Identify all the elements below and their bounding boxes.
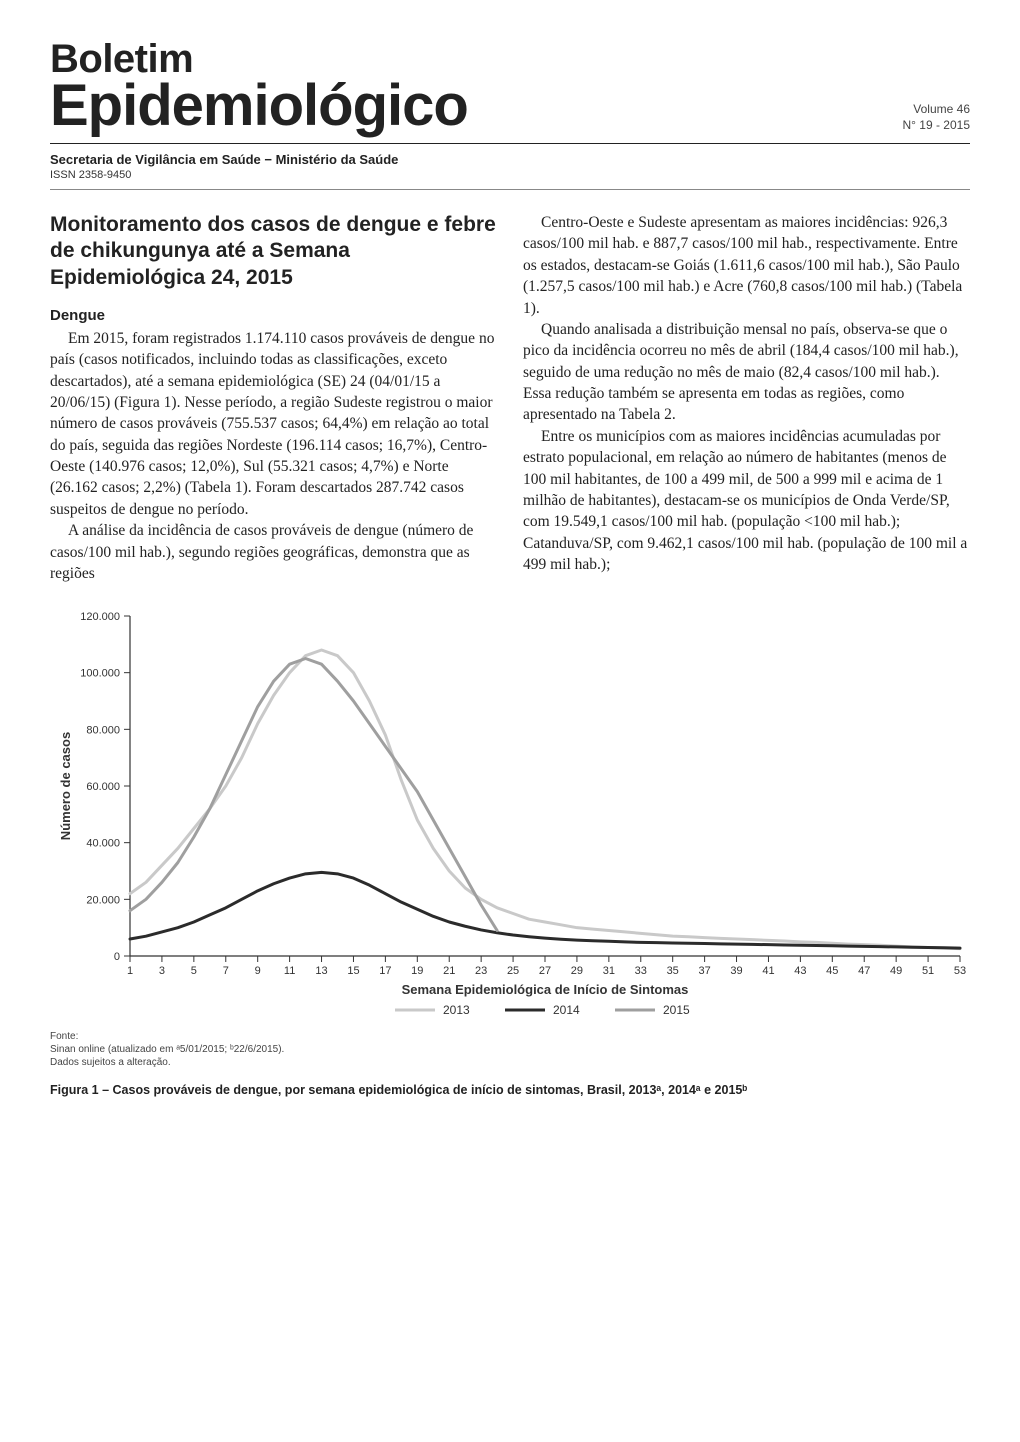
issue-label: N° 19 - 2015 bbox=[902, 118, 970, 134]
svg-text:100.000: 100.000 bbox=[80, 668, 120, 680]
masthead-row: Boletim Epidemiológico Volume 46 N° 19 -… bbox=[50, 40, 970, 133]
line-chart: 0 20.000 40.000 60.000 80.000 100.000 120.000 1… bbox=[50, 606, 970, 1026]
svg-text:11: 11 bbox=[284, 965, 295, 977]
svg-text:53: 53 bbox=[954, 965, 966, 977]
body-text-left: Em 2015, foram registrados 1.174.110 cas… bbox=[50, 328, 497, 585]
volume-label: Volume 46 bbox=[902, 102, 970, 118]
svg-text:2013: 2013 bbox=[443, 1003, 470, 1017]
source-line: Fonte: bbox=[50, 1030, 970, 1043]
issn-label: ISSN 2358-9450 bbox=[50, 169, 970, 181]
svg-text:3: 3 bbox=[159, 965, 165, 977]
svg-text:80.000: 80.000 bbox=[86, 725, 120, 737]
svg-text:Número de casos: Número de casos bbox=[58, 732, 73, 840]
paragraph: Quando analisada a distribuição mensal n… bbox=[523, 319, 970, 426]
issue-meta: Volume 46 N° 19 - 2015 bbox=[902, 102, 970, 133]
svg-text:27: 27 bbox=[539, 965, 551, 977]
svg-text:43: 43 bbox=[794, 965, 806, 977]
svg-text:45: 45 bbox=[826, 965, 838, 977]
svg-text:2014: 2014 bbox=[553, 1003, 580, 1017]
source-line: Dados sujeitos a alteração. bbox=[50, 1056, 970, 1069]
figure-caption: Figura 1 – Casos prováveis de dengue, po… bbox=[50, 1083, 970, 1097]
svg-text:23: 23 bbox=[475, 965, 487, 977]
paragraph: A análise da incidência de casos prováve… bbox=[50, 520, 497, 584]
svg-text:1: 1 bbox=[127, 965, 133, 977]
svg-text:0: 0 bbox=[114, 951, 120, 963]
svg-text:49: 49 bbox=[890, 965, 902, 977]
source-line: Sinan online (atualizado em ᵃ5/01/2015; … bbox=[50, 1043, 970, 1056]
svg-text:9: 9 bbox=[255, 965, 261, 977]
svg-text:37: 37 bbox=[698, 965, 710, 977]
publisher-block: Secretaria de Vigilância em Saúde − Mini… bbox=[50, 152, 970, 181]
svg-text:39: 39 bbox=[730, 965, 742, 977]
svg-text:21: 21 bbox=[443, 965, 455, 977]
svg-text:7: 7 bbox=[223, 965, 229, 977]
svg-text:29: 29 bbox=[571, 965, 583, 977]
svg-text:120.000: 120.000 bbox=[80, 611, 120, 623]
svg-text:47: 47 bbox=[858, 965, 870, 977]
svg-text:33: 33 bbox=[635, 965, 647, 977]
thin-rule bbox=[50, 189, 970, 190]
svg-text:40.000: 40.000 bbox=[86, 838, 120, 850]
svg-text:20.000: 20.000 bbox=[86, 895, 120, 907]
paragraph: Centro-Oeste e Sudeste apresentam as mai… bbox=[523, 212, 970, 319]
svg-text:41: 41 bbox=[762, 965, 774, 977]
title-line2: Epidemiológico bbox=[50, 78, 468, 133]
paragraph: Em 2015, foram registrados 1.174.110 cas… bbox=[50, 328, 497, 520]
svg-text:Semana Epidemiológica de Iníci: Semana Epidemiológica de Início de Sinto… bbox=[402, 982, 689, 997]
svg-text:5: 5 bbox=[191, 965, 197, 977]
publisher-label: Secretaria de Vigilância em Saúde − Mini… bbox=[50, 152, 970, 167]
column-right: Centro-Oeste e Sudeste apresentam as mai… bbox=[523, 212, 970, 584]
article-columns: Monitoramento dos casos de dengue e febr… bbox=[50, 212, 970, 584]
section-head: Dengue bbox=[50, 307, 497, 324]
masthead: Boletim Epidemiológico Volume 46 N° 19 -… bbox=[50, 40, 970, 190]
chart-figure: 0 20.000 40.000 60.000 80.000 100.000 120.000 1… bbox=[50, 606, 970, 1097]
title-block: Boletim Epidemiológico bbox=[50, 40, 468, 133]
svg-text:25: 25 bbox=[507, 965, 519, 977]
article-title: Monitoramento dos casos de dengue e febr… bbox=[50, 212, 497, 291]
svg-text:60.000: 60.000 bbox=[86, 781, 120, 793]
svg-text:51: 51 bbox=[922, 965, 934, 977]
paragraph: Entre os municípios com as maiores incid… bbox=[523, 426, 970, 576]
svg-text:35: 35 bbox=[667, 965, 679, 977]
masthead-rule bbox=[50, 143, 970, 144]
svg-text:19: 19 bbox=[411, 965, 423, 977]
svg-text:15: 15 bbox=[347, 965, 359, 977]
svg-text:31: 31 bbox=[603, 965, 615, 977]
svg-text:2015: 2015 bbox=[663, 1003, 690, 1017]
chart-source: Fonte: Sinan online (atualizado em ᵃ5/01… bbox=[50, 1030, 970, 1069]
column-left: Monitoramento dos casos de dengue e febr… bbox=[50, 212, 497, 584]
body-text-right: Centro-Oeste e Sudeste apresentam as mai… bbox=[523, 212, 970, 575]
svg-text:17: 17 bbox=[379, 965, 391, 977]
svg-text:13: 13 bbox=[315, 965, 327, 977]
